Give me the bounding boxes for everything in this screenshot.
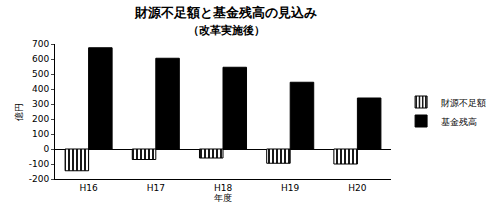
svg-text:基金残高: 基金残高 [441, 117, 477, 127]
svg-text:H19: H19 [281, 183, 299, 193]
svg-text:-200: -200 [29, 174, 50, 184]
svg-text:100: 100 [32, 129, 49, 139]
svg-text:700: 700 [32, 39, 49, 49]
svg-text:年度: 年度 [214, 193, 232, 203]
svg-text:財源不足額と基金残高の見込み（改革実施後）: 財源不足額と基金残高の見込み（改革実施後） [134, 5, 317, 37]
svg-text:500: 500 [32, 69, 49, 79]
svg-text:H20: H20 [348, 183, 366, 193]
svg-text:200: 200 [32, 114, 49, 124]
svg-text:0: 0 [43, 144, 49, 154]
svg-text:H18: H18 [214, 183, 232, 193]
svg-text:600: 600 [32, 54, 49, 64]
svg-text:-100: -100 [29, 159, 50, 169]
svg-text:300: 300 [32, 99, 49, 109]
svg-text:財源不足額: 財源不足額 [441, 98, 486, 108]
svg-text:H16: H16 [79, 183, 97, 193]
svg-text:億円: 億円 [14, 103, 24, 121]
svg-text:400: 400 [32, 84, 49, 94]
svg-text:H17: H17 [147, 183, 165, 193]
